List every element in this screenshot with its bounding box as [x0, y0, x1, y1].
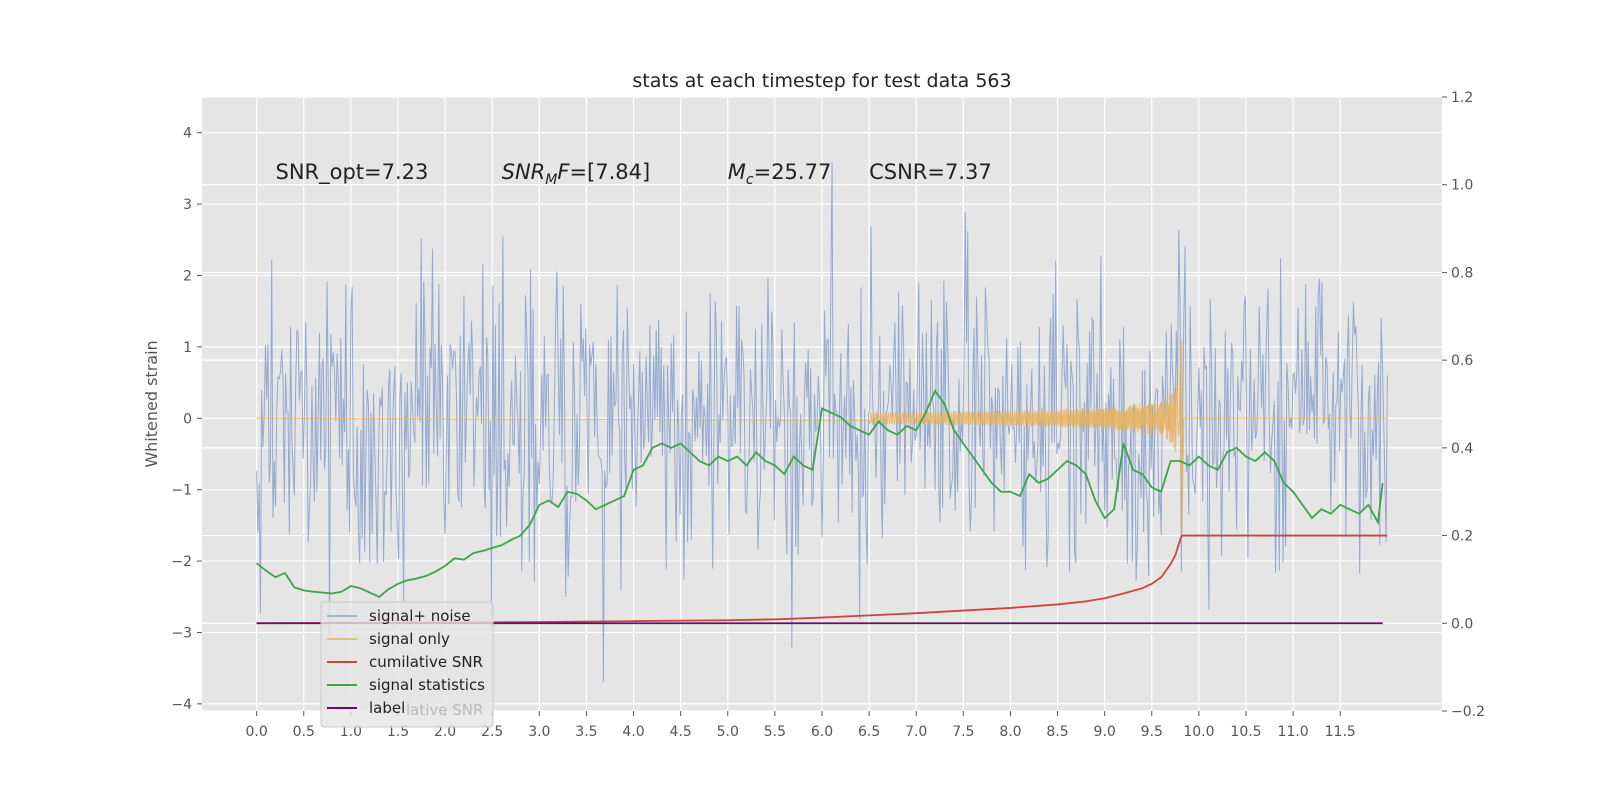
x-tick-label: 10.0	[1183, 724, 1214, 740]
annotations: SNR_opt=7.23 SNRMF=[7.84] Mc=25.77 CSNR=7.3…	[275, 160, 991, 188]
y-tick-label: 1	[183, 340, 192, 356]
x-tick-label: 3.5	[575, 724, 597, 740]
annotation-text: Mc=25.77	[728, 160, 832, 188]
x-tick-label: 0.5	[293, 724, 315, 740]
x-tick-label: 2.5	[481, 724, 503, 740]
series-signal-noise	[256, 162, 1388, 682]
x-tick-label: 6.0	[811, 724, 833, 740]
y-tick-label: −1	[171, 483, 192, 499]
x-tick-label: 11.0	[1278, 724, 1309, 740]
x-tick-label: 0.0	[246, 724, 268, 740]
legend-label: signal statistics	[369, 676, 485, 694]
x-tick-label: 4.0	[622, 724, 644, 740]
x-tick-label: 10.5	[1230, 724, 1261, 740]
y-axis-left: −4 −3 −2 −1 0 1 2 3 4	[171, 126, 202, 713]
series-cumilative-snr	[256, 534, 1388, 625]
legend-label: label	[369, 699, 405, 717]
y2-tick-label: 1.0	[1451, 178, 1473, 194]
x-tick-label: 8.5	[1046, 724, 1068, 740]
x-tick-label: 7.0	[905, 724, 927, 740]
x-tick-label: 4.5	[670, 724, 692, 740]
y2-tick-label: −0.2	[1451, 704, 1485, 720]
y2-tick-label: 0.0	[1451, 616, 1473, 632]
chart-title: stats at each timestep for test data 563	[632, 70, 1011, 92]
y-axis-right: −0.2 0.0 0.2 0.4 0.6 0.8 1.0 1.2	[1442, 90, 1485, 720]
y2-tick-label: 1.2	[1451, 90, 1473, 106]
legend-box	[320, 601, 494, 728]
legend: lative SNR signal+ noise signal only cumila…	[320, 601, 494, 728]
y-tick-label: −3	[171, 625, 192, 641]
series-signal-statistics	[256, 389, 1384, 599]
x-axis: 0.0 0.5 1.0 1.5 2.0 2.5 3.0 3.5 4.0 4.5 5.0 5.5 6.0 6…	[246, 711, 1356, 740]
y2-tick-label: 0.8	[1451, 265, 1473, 281]
x-tick-label: 5.5	[764, 724, 786, 740]
y2-tick-label: 0.2	[1451, 529, 1473, 545]
x-tick-label: 1.5	[387, 724, 409, 740]
x-tick-label: 9.5	[1141, 724, 1163, 740]
y2-tick-label: 0.4	[1451, 441, 1473, 457]
annotation-text: SNR_opt=7.23	[275, 160, 428, 185]
x-tick-label: 2.0	[434, 724, 456, 740]
y-tick-label: 0	[183, 411, 192, 427]
legend-label: signal only	[369, 630, 450, 648]
x-tick-label: 9.0	[1094, 724, 1116, 740]
x-tick-label: 1.0	[340, 724, 362, 740]
x-tick-label: 3.0	[528, 724, 550, 740]
y-tick-label: −4	[171, 697, 192, 713]
annotation-text: SNRMF=[7.84]	[502, 160, 651, 188]
x-tick-label: 8.0	[999, 724, 1021, 740]
annotation-text: CSNR=7.37	[869, 160, 992, 184]
y2-tick-label: 0.6	[1451, 353, 1473, 369]
y-axis-title: Whitened strain	[142, 340, 161, 467]
x-tick-label: 6.5	[858, 724, 880, 740]
y-tick-label: 2	[183, 268, 192, 284]
x-tick-label: 5.0	[717, 724, 739, 740]
x-tick-label: 11.5	[1325, 724, 1356, 740]
y-tick-label: 3	[183, 197, 192, 213]
legend-ghost-text: lative SNR	[406, 701, 483, 719]
legend-label: cumilative SNR	[369, 653, 483, 671]
legend-label: signal+ noise	[369, 607, 471, 625]
y-tick-label: −2	[171, 554, 192, 570]
x-tick-label: 7.5	[952, 724, 974, 740]
y-tick-label: 4	[183, 126, 192, 142]
